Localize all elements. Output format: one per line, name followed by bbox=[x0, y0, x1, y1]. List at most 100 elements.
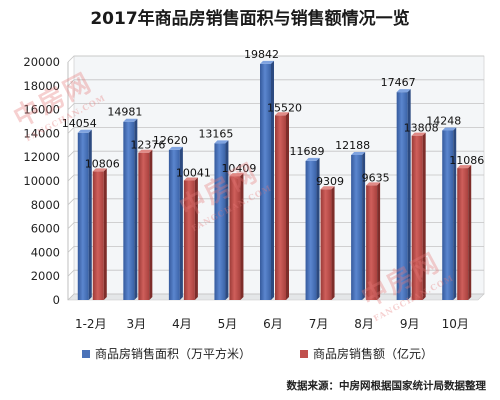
bar bbox=[457, 165, 472, 300]
legend-swatch bbox=[82, 349, 90, 358]
data-label: 13808 bbox=[404, 122, 439, 135]
data-label: 14054 bbox=[62, 117, 97, 130]
gridline bbox=[67, 269, 484, 277]
legend-item: 商品房销售额（亿元） bbox=[300, 345, 433, 362]
data-label: 14981 bbox=[107, 106, 142, 119]
bar-side bbox=[407, 89, 411, 300]
bar-side bbox=[316, 157, 320, 300]
x-tick-label: 1-2月 bbox=[75, 317, 107, 331]
bar bbox=[442, 127, 457, 301]
bar-front bbox=[229, 176, 241, 300]
bar bbox=[123, 118, 138, 300]
gridline bbox=[67, 222, 484, 229]
y-tick-label: 20000 bbox=[23, 55, 60, 69]
gridlines bbox=[67, 55, 484, 301]
bar-side bbox=[149, 149, 153, 300]
bar-top bbox=[320, 186, 335, 190]
x-tick-label: 6月 bbox=[263, 317, 283, 331]
bar-front bbox=[305, 160, 317, 300]
source-note: 数据来源：中房网根据国家统计局数据整理 bbox=[286, 380, 487, 392]
bar-top bbox=[366, 182, 381, 186]
x-tick-label: 8月 bbox=[354, 317, 374, 331]
data-label: 11086 bbox=[449, 154, 484, 167]
bar-top bbox=[442, 127, 457, 131]
bar bbox=[92, 168, 107, 300]
bar bbox=[396, 89, 411, 300]
bar bbox=[305, 157, 320, 300]
bar bbox=[138, 149, 153, 300]
y-tick-label: 12000 bbox=[23, 150, 60, 164]
gridline bbox=[67, 55, 484, 63]
bars bbox=[77, 60, 472, 301]
data-label: 9309 bbox=[316, 175, 344, 188]
bar-side bbox=[240, 173, 244, 300]
bar-top bbox=[168, 146, 183, 150]
gridline bbox=[67, 127, 484, 134]
bar-side bbox=[225, 140, 229, 300]
bar bbox=[275, 112, 289, 300]
bar bbox=[366, 182, 381, 300]
bar-front bbox=[457, 168, 469, 300]
bar-top bbox=[214, 140, 229, 144]
bar-front bbox=[92, 171, 104, 300]
data-label: 12188 bbox=[335, 139, 370, 152]
bar-side bbox=[422, 132, 426, 300]
gridline bbox=[67, 150, 484, 158]
y-tick-label: 0 bbox=[53, 293, 60, 307]
bar-side bbox=[286, 112, 289, 300]
y-tick-label: 4000 bbox=[31, 245, 60, 259]
legend-swatch bbox=[300, 349, 308, 358]
bar-side bbox=[377, 182, 381, 300]
gridline bbox=[67, 79, 484, 87]
gridline bbox=[67, 198, 484, 206]
bar-top bbox=[457, 165, 472, 169]
bar-side bbox=[88, 129, 92, 300]
y-tick-label: 18000 bbox=[23, 79, 60, 93]
y-tick-labels: 0 2000 4000 6000 8000 10000 12000 14000 16000 180… bbox=[23, 55, 60, 307]
bar-top bbox=[305, 157, 320, 161]
x-tick-label: 9月 bbox=[400, 317, 420, 331]
bar-top bbox=[275, 112, 289, 116]
data-label: 17467 bbox=[381, 76, 416, 89]
x-tick-label: 5月 bbox=[218, 317, 238, 331]
bar-side bbox=[362, 151, 366, 300]
y-tick-label: 14000 bbox=[23, 126, 60, 140]
data-label: 19842 bbox=[244, 48, 279, 61]
bar-side bbox=[271, 60, 274, 300]
bar-top bbox=[411, 132, 426, 136]
bar-top bbox=[77, 129, 92, 133]
bar-side bbox=[103, 168, 107, 300]
x-tick-label: 10月 bbox=[442, 317, 469, 331]
bar-front bbox=[351, 154, 363, 300]
data-label: 14248 bbox=[426, 114, 461, 127]
bar-top bbox=[123, 118, 138, 122]
bar-side bbox=[194, 177, 198, 300]
data-label: 11689 bbox=[290, 145, 325, 158]
bar-front bbox=[366, 185, 378, 300]
bar-top bbox=[351, 151, 366, 155]
bar bbox=[411, 132, 426, 300]
y-tick-label: 6000 bbox=[31, 222, 60, 236]
y-tick-label: 16000 bbox=[23, 103, 60, 117]
gridline bbox=[67, 245, 484, 253]
data-label: 10409 bbox=[221, 162, 256, 175]
bar bbox=[229, 173, 244, 300]
bar bbox=[260, 60, 274, 300]
data-label: 12376 bbox=[130, 139, 165, 152]
x-tick-label: 7月 bbox=[309, 317, 329, 331]
y-tick-label: 2000 bbox=[31, 269, 60, 283]
gridline bbox=[67, 103, 484, 110]
bar-side bbox=[134, 118, 138, 300]
bar bbox=[183, 177, 198, 300]
bar-front bbox=[168, 149, 180, 300]
data-label: 13165 bbox=[198, 127, 233, 140]
legend-label: 商品房销售面积（万平方米） bbox=[95, 347, 252, 361]
bar-front bbox=[275, 115, 286, 300]
bar-top bbox=[396, 89, 411, 93]
bar-side bbox=[179, 146, 183, 300]
bar-side bbox=[331, 186, 335, 300]
data-label: 9635 bbox=[362, 171, 390, 184]
bar-side bbox=[468, 165, 472, 300]
bar-top bbox=[229, 173, 244, 177]
